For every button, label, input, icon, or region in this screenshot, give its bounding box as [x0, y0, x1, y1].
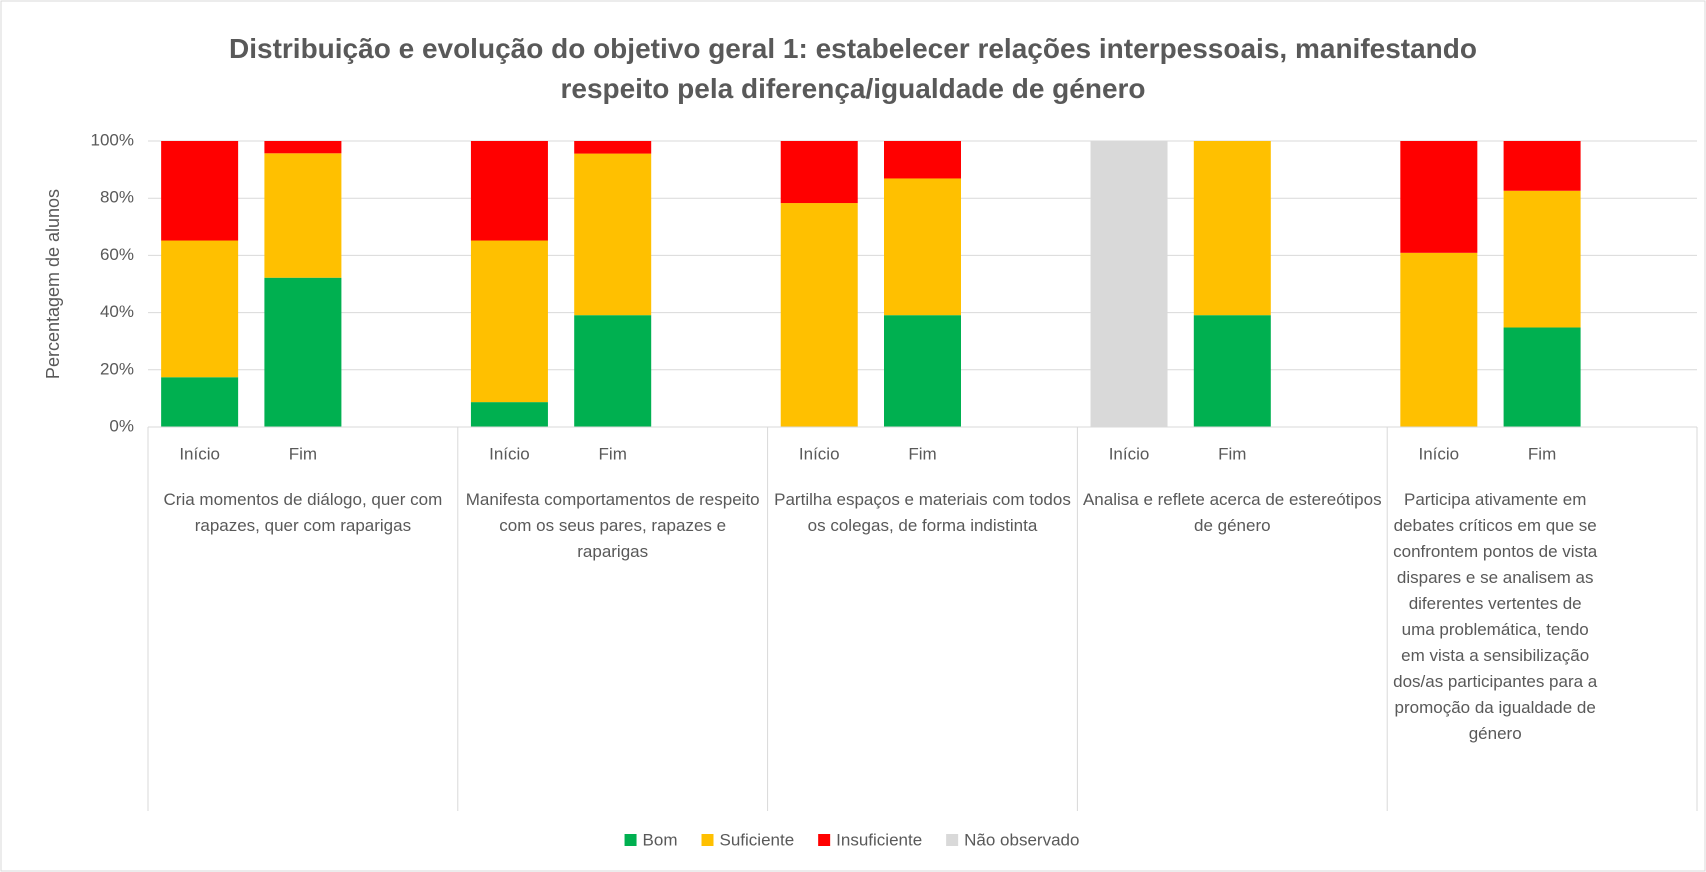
y-axis-label: Percentagem de alunos [43, 189, 63, 379]
bar-segment [884, 178, 961, 316]
x-tick-label: Início [1109, 444, 1150, 463]
group-label: Participa ativamente em debates críticos… [1393, 490, 1598, 743]
legend-swatch [818, 834, 831, 846]
legend-swatch [624, 834, 637, 846]
chart-title: Distribuição e evolução do objetivo gera… [229, 33, 1477, 104]
bar-segment [470, 240, 548, 403]
bar-segment [161, 240, 239, 378]
bar-segment [1400, 252, 1478, 427]
bar-segment [780, 141, 858, 204]
bar-segment [574, 153, 652, 316]
x-tick-label: Início [489, 444, 530, 463]
bar-segment [264, 141, 342, 154]
y-tick-label: 0% [109, 416, 134, 435]
legend-label: Não observado [964, 830, 1079, 849]
y-tick-label: 60% [100, 245, 134, 264]
bar-segment [1400, 141, 1478, 253]
y-tick-label: 80% [100, 188, 134, 207]
title-line: Distribuição e evolução do objetivo gera… [229, 33, 1477, 64]
x-tick-label: Fim [1528, 444, 1556, 463]
group-label: Analisa e reflete acerca de estereótipos… [1082, 490, 1382, 535]
x-tick-label: Fim [289, 444, 317, 463]
bar-segment [884, 315, 961, 427]
bar-segment [470, 141, 548, 241]
title-line: respeito pela diferença/igualdade de gén… [560, 73, 1145, 104]
group-label: Cria momentos de diálogo, quer com rapaz… [163, 490, 443, 535]
bar-segment [1090, 141, 1168, 427]
bar-segment [264, 153, 342, 278]
bar-segment [1193, 315, 1271, 427]
bar-segment [780, 203, 858, 427]
x-tick-label: Início [1419, 444, 1460, 463]
bar-segment [161, 377, 239, 427]
legend-label: Insuficiente [836, 830, 922, 849]
bar-segment [264, 277, 342, 427]
x-tick-label: Fim [599, 444, 627, 463]
legend-label: Suficiente [720, 830, 795, 849]
x-tick-label: Início [799, 444, 840, 463]
bar-segment [1503, 190, 1581, 328]
legend-swatch [946, 834, 959, 846]
group-label: Partilha espaços e materiais com todos o… [774, 490, 1071, 535]
x-tick-label: Início [179, 444, 220, 463]
bar-segment [574, 315, 652, 427]
y-tick-label: 20% [100, 359, 134, 378]
x-tick-label: Fim [908, 444, 936, 463]
x-tick-label: Fim [1218, 444, 1246, 463]
bar-segment [574, 141, 652, 154]
legend-swatch [701, 834, 714, 846]
group-label: Manifesta comportamentos de respeito com… [465, 490, 760, 561]
y-tick-label: 100% [91, 130, 134, 149]
bar-segment [470, 402, 548, 427]
y-tick-label: 40% [100, 302, 134, 321]
bar-segment [884, 141, 961, 179]
bar-segment [161, 141, 239, 241]
bar-segment [1503, 141, 1581, 191]
bar-segment [1193, 141, 1271, 316]
bar-segment [1503, 327, 1581, 427]
legend-label: Bom [643, 830, 678, 849]
